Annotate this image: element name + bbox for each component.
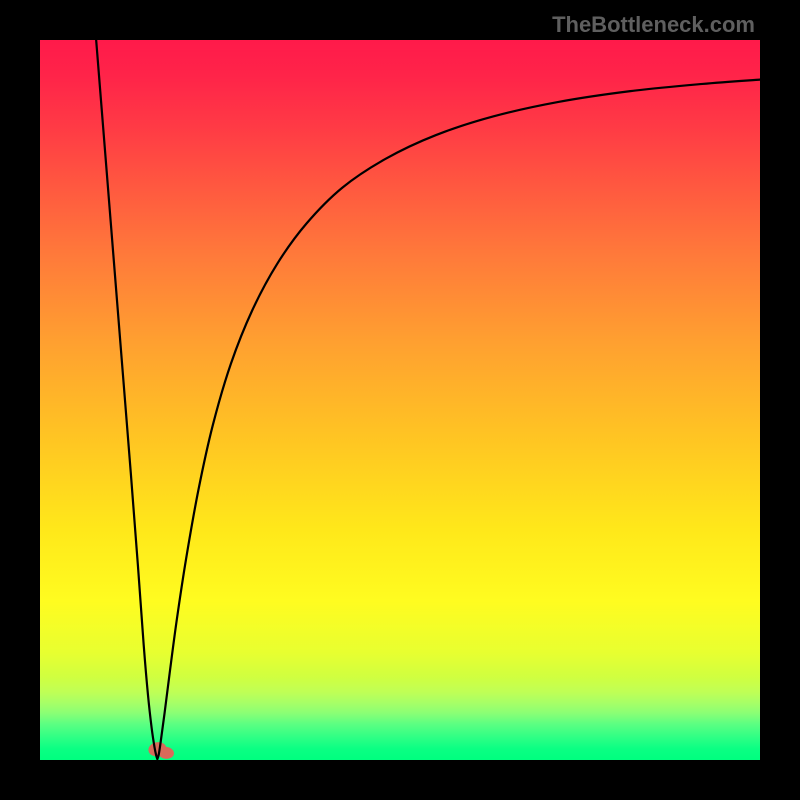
chart-svg	[40, 40, 760, 760]
gradient-background	[40, 40, 760, 760]
curve-left-branch	[96, 40, 157, 759]
minimum-marker	[147, 740, 175, 759]
watermark-label: TheBottleneck.com	[552, 12, 755, 38]
curve-right-branch	[157, 80, 760, 759]
chart-frame: TheBottleneck.com	[0, 0, 800, 800]
